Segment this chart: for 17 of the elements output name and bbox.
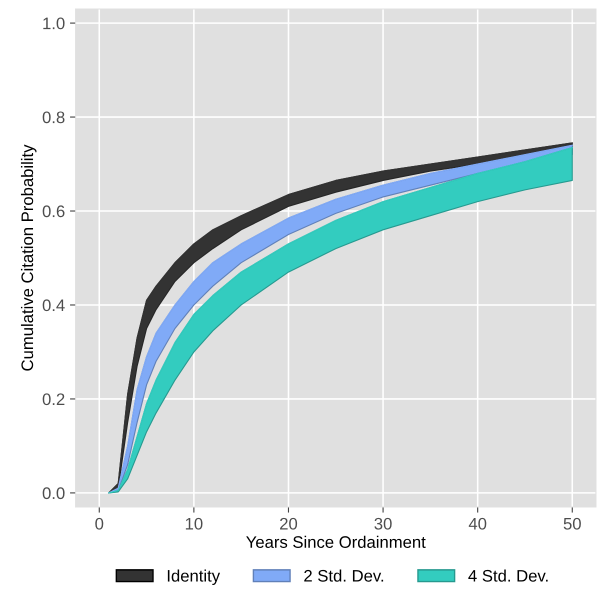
y-tick-label: 0.6	[42, 205, 64, 218]
y-tick-label: 0.8	[42, 111, 64, 124]
x-tick-label: 10	[186, 518, 202, 530]
x-tick-label: 0	[95, 518, 104, 530]
y-tick-label: 0.4	[42, 299, 65, 312]
x-tick-label: 30	[374, 518, 392, 530]
y-tick-label: 0.2	[42, 393, 64, 406]
y-axis-title: Cumulative Citation Probability	[20, 144, 36, 371]
legend-label: 4 Std. Dev.	[468, 569, 548, 582]
x-tick-label: 20	[280, 518, 298, 530]
x-axis-title: Years Since Ordainment	[246, 536, 426, 548]
x-tick-label: 40	[468, 518, 486, 530]
y-tick-label: 0.0	[42, 487, 65, 500]
x-tick-label: 50	[564, 518, 581, 530]
legend-label: Identity	[168, 569, 220, 585]
legend-label: 2 Std. Dev.	[304, 569, 384, 582]
y-tick-label: 1.0	[43, 17, 65, 30]
